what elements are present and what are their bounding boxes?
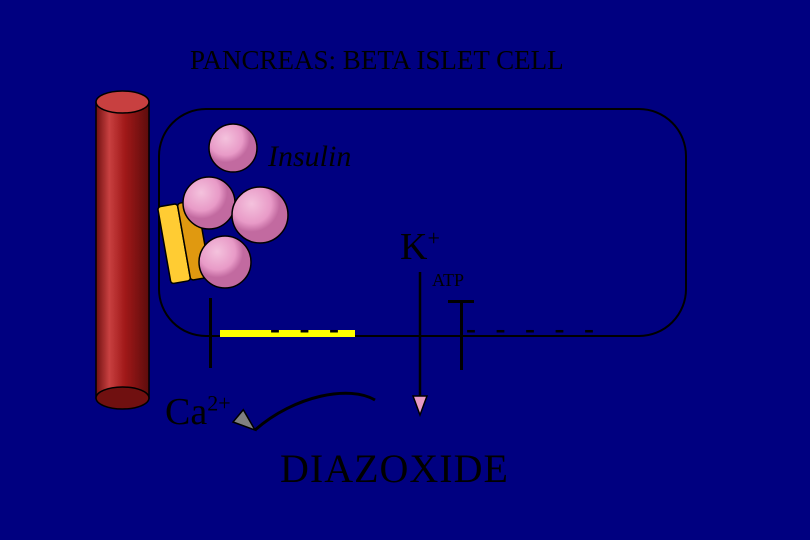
diazoxide-label: DIAZOXIDE	[280, 445, 509, 492]
diagram-stage: PANCREAS: BETA ISLET CELL Insulin K+ ATP…	[0, 0, 810, 540]
